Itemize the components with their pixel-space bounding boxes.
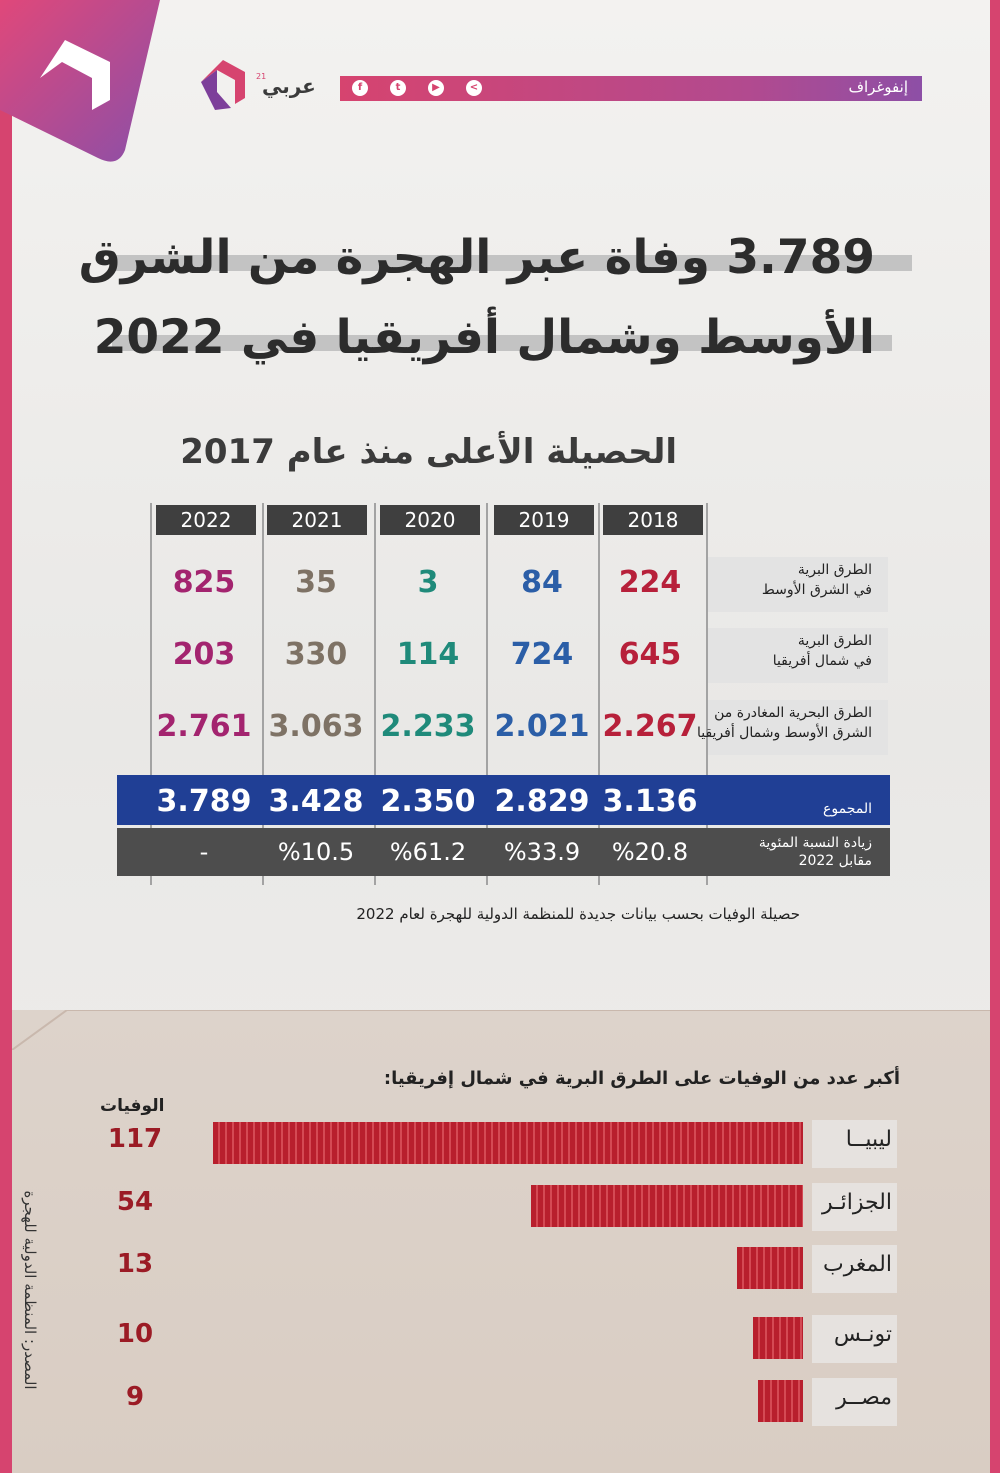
year-header-2019: 2019 [494,505,594,535]
table-cell: 825 [172,565,236,600]
bar [530,1185,803,1227]
table-cell: 330 [284,637,348,672]
year-header-2021: 2021 [267,505,367,535]
title-band-2 [112,335,892,351]
country-label-bg [812,1183,897,1231]
table-cell: 35 [295,565,337,600]
bar-value-label: 13 [116,1249,154,1279]
pct-label: زيادة النسبة المئوية مقابل 2022 [758,835,872,869]
bar-category-label: ليبيــا [845,1127,892,1152]
table-cell: 2.021 [494,709,590,744]
twitter-icon[interactable]: t [390,80,406,96]
bar-value-label: 10 [116,1319,154,1349]
total-cell: 3.789 [156,784,252,819]
total-cell: 2.829 [494,784,590,819]
bar-value-label: 117 [107,1124,163,1154]
row-label-na-land: الطرق البرية في شمال أفريقيا [772,633,872,669]
bar [757,1380,803,1422]
country-label-bg [812,1378,897,1426]
youtube-icon[interactable]: ▶ [428,80,444,96]
bar-category-label: الجزائـر [822,1190,892,1215]
table-subtitle: الحصيلة الأعلى منذ عام 2017 [180,432,677,472]
bar [737,1247,803,1289]
table-cell: 203 [172,637,236,672]
pct-cell: %61.2 [389,838,467,866]
row-label-bg [708,557,888,612]
table-cell: 3 [417,565,439,600]
brand-corner-logo [0,0,160,162]
bar [752,1317,803,1359]
pct-cell: %20.8 [611,838,689,866]
pct-cell: - [199,838,209,866]
table-cell: 2.761 [156,709,252,744]
chart-edge-decoration [12,1010,990,1050]
column-divider [486,503,488,885]
total-band [117,775,890,825]
total-label: المجموع [823,801,872,817]
pct-band [117,828,890,876]
column-divider [262,503,264,885]
year-header-2020: 2020 [380,505,480,535]
table-cell: 84 [521,565,563,600]
chart-title: أكبر عدد من الوفيات على الطرق البرية في … [383,1068,900,1089]
column-divider [150,503,152,885]
year-header-2022: 2022 [156,505,256,535]
column-divider [706,503,708,885]
pct-cell: %33.9 [503,838,581,866]
table-cell: 645 [618,637,682,672]
year-header-2018: 2018 [603,505,703,535]
table-cell: 2.267 [602,709,698,744]
table-cell: 3.063 [268,709,364,744]
table-cell: 724 [510,637,574,672]
column-divider [374,503,376,885]
total-cell: 3.428 [268,784,364,819]
column-divider [598,503,600,885]
bar-category-label: المغرب [823,1252,892,1277]
table-cell: 224 [618,565,682,600]
share-icon[interactable]: < [466,80,482,96]
country-label-bg [812,1120,897,1168]
facebook-icon[interactable]: f [352,80,368,96]
section-label: إنفوغراف [848,78,908,96]
row-label-me-land: الطرق البرية في الشرق الأوسط [761,562,872,598]
table-cell: 114 [396,637,460,672]
value-column-header: الوفيات [100,1096,165,1116]
total-cell: 3.136 [602,784,698,819]
logo-superscript: 21 [256,72,267,81]
row-label-sea: الطرق البحرية المغادرة من الشرق الأوسط وش… [696,705,872,741]
row-label-bg [708,700,888,755]
title-line-2: الأوسط وشمال أفريقيا في 2022 [93,310,875,365]
table-note: حصيلة الوفيات بحسب بيانات جديدة للمنظمة … [356,905,800,923]
table-cell: 2.233 [380,709,476,744]
logo-text: عربي [262,74,316,98]
country-label-bg [812,1315,897,1363]
title-line-1: 3.789 وفاة عبر الهجرة من الشرق [78,230,875,285]
bar-value-label: 9 [125,1382,145,1412]
country-label-bg [812,1245,897,1293]
total-cell: 2.350 [380,784,476,819]
arabi21-logo-icon [201,60,245,110]
bar [213,1122,803,1164]
source-credit: المصدر: المنظمة الدولية للهجرة [21,1190,39,1390]
bar-category-label: تونـس [833,1322,892,1347]
bar-category-label: مصــر [836,1385,892,1410]
title-band-1 [112,255,912,271]
pct-cell: %10.5 [277,838,355,866]
row-label-bg [708,628,888,683]
bar-value-label: 54 [116,1187,154,1217]
